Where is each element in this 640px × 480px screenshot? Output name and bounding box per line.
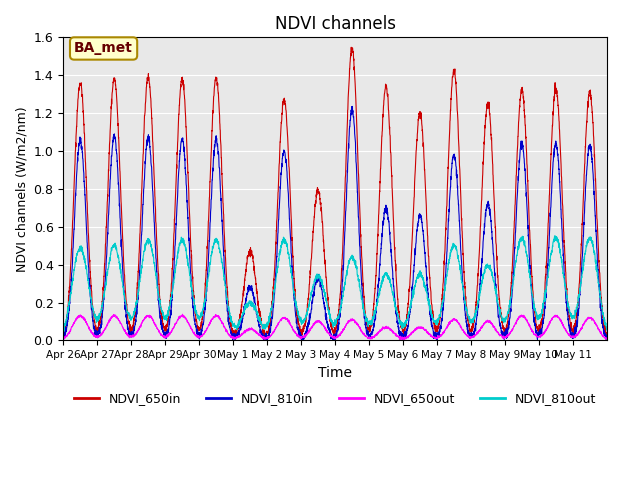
Text: BA_met: BA_met: [74, 41, 133, 56]
NDVI_810in: [171, 255, 179, 261]
Line: NDVI_810out: NDVI_810out: [63, 236, 607, 331]
NDVI_810in: [603, 334, 611, 340]
Line: NDVI_650out: NDVI_650out: [63, 314, 607, 340]
NDVI_650out: [597, 329, 605, 335]
NDVI_810out: [520, 238, 528, 243]
Line: NDVI_810in: NDVI_810in: [63, 107, 607, 340]
NDVI_810in: [349, 104, 356, 109]
NDVI_650out: [488, 320, 495, 326]
X-axis label: Time: Time: [318, 366, 352, 380]
NDVI_810out: [405, 311, 413, 316]
NDVI_650in: [60, 331, 67, 337]
NDVI_650out: [603, 336, 611, 342]
NDVI_650in: [603, 332, 611, 337]
Title: NDVI channels: NDVI channels: [275, 15, 396, 33]
NDVI_650out: [60, 336, 67, 341]
NDVI_810in: [405, 318, 413, 324]
NDVI_810in: [597, 308, 605, 313]
NDVI_810out: [488, 268, 495, 274]
NDVI_650out: [179, 312, 186, 317]
NDVI_810out: [60, 327, 67, 333]
NDVI_810in: [262, 337, 270, 343]
NDVI_810out: [603, 324, 611, 330]
NDVI_810in: [488, 225, 495, 231]
Y-axis label: NDVI channels (W/m2/nm): NDVI channels (W/m2/nm): [15, 106, 28, 272]
NDVI_650in: [171, 217, 179, 223]
NDVI_810out: [597, 297, 605, 302]
NDVI_650in: [597, 291, 605, 297]
NDVI_650out: [401, 337, 408, 343]
NDVI_810out: [551, 233, 559, 239]
Legend: NDVI_650in, NDVI_810in, NDVI_650out, NDVI_810out: NDVI_650in, NDVI_810in, NDVI_650out, NDV…: [68, 387, 601, 410]
Line: NDVI_650in: NDVI_650in: [63, 47, 607, 338]
NDVI_650out: [520, 314, 528, 320]
NDVI_810in: [453, 175, 461, 180]
NDVI_810out: [171, 270, 179, 276]
NDVI_650out: [405, 334, 413, 339]
NDVI_810out: [452, 247, 460, 252]
NDVI_810out: [60, 328, 68, 334]
NDVI_810in: [520, 155, 528, 161]
NDVI_650in: [520, 98, 528, 104]
NDVI_650in: [348, 44, 355, 50]
NDVI_650out: [453, 318, 461, 324]
NDVI_650in: [603, 335, 611, 341]
NDVI_650in: [452, 92, 460, 98]
NDVI_650out: [171, 323, 179, 328]
NDVI_810in: [60, 335, 67, 340]
NDVI_650in: [488, 135, 495, 141]
NDVI_650in: [405, 295, 413, 300]
